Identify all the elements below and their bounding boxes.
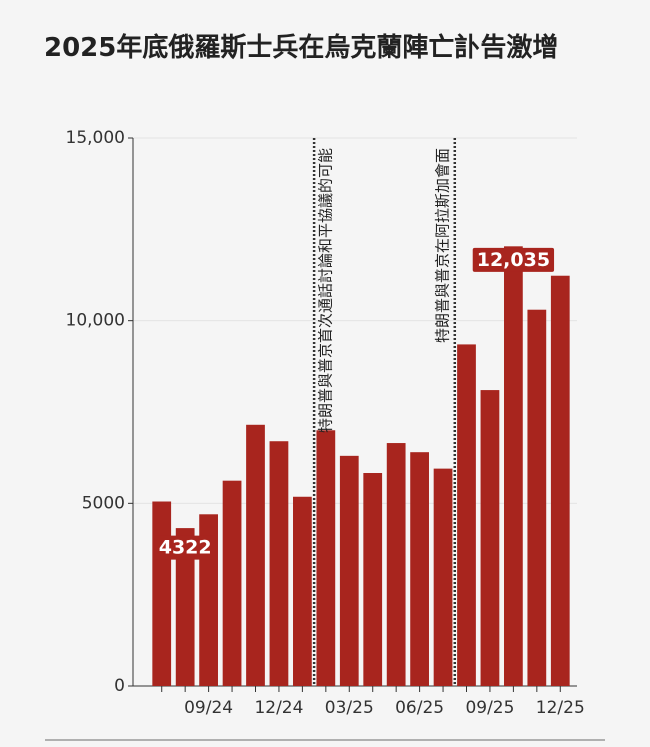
bar xyxy=(504,246,523,686)
value-label-bg xyxy=(472,247,555,272)
x-tick-label: 09/25 xyxy=(465,698,514,718)
value-label: 12,035 xyxy=(477,249,550,271)
bar xyxy=(457,344,476,686)
bar xyxy=(293,496,312,686)
y-tick-label: 5000 xyxy=(82,493,125,513)
x-tick-label: 12/25 xyxy=(536,698,585,718)
bar xyxy=(316,430,336,686)
y-tick-label: 10,000 xyxy=(66,311,125,331)
value-label: 4322 xyxy=(159,537,212,559)
x-tick-label: 12/24 xyxy=(254,698,303,718)
bar xyxy=(222,480,242,686)
x-tick-label: 06/25 xyxy=(395,698,444,718)
bar xyxy=(527,309,547,686)
value-label-bg xyxy=(154,535,216,560)
bar xyxy=(269,441,289,686)
bar xyxy=(152,501,172,686)
y-tick-label: 15,000 xyxy=(66,128,125,148)
bar xyxy=(433,468,453,686)
bar xyxy=(339,455,359,686)
bar xyxy=(175,528,195,686)
bar xyxy=(410,452,429,686)
annotation-text: 特朗普與普京首次通話討論和平協議的可能 xyxy=(317,148,335,433)
bar xyxy=(550,275,570,686)
bar xyxy=(246,424,265,686)
bar xyxy=(480,390,500,686)
annotation-text: 特朗普與普京在阿拉斯加會面 xyxy=(433,148,451,343)
x-tick-label: 09/24 xyxy=(184,698,233,718)
x-tick-label: 03/25 xyxy=(325,698,374,718)
chart-title: 2025年底俄羅斯士兵在烏克蘭陣亡訃告激增 xyxy=(44,33,559,63)
bar xyxy=(386,443,406,686)
bar xyxy=(363,473,383,686)
y-tick-label: 0 xyxy=(114,676,125,696)
